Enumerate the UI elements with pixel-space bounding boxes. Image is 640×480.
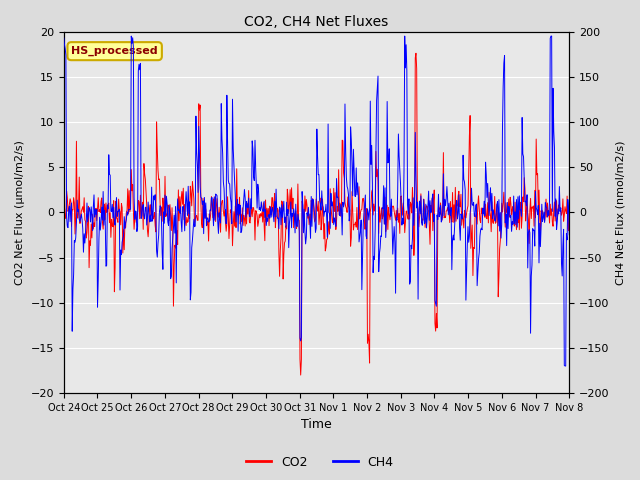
Y-axis label: CO2 Net Flux (μmol/m2/s): CO2 Net Flux (μmol/m2/s) <box>15 140 25 285</box>
X-axis label: Time: Time <box>301 419 332 432</box>
Y-axis label: CH4 Net Flux (nmol/m2/s): CH4 Net Flux (nmol/m2/s) <box>615 140 625 285</box>
Legend: CO2, CH4: CO2, CH4 <box>241 451 399 474</box>
Text: HS_processed: HS_processed <box>71 46 158 56</box>
Title: CO2, CH4 Net Fluxes: CO2, CH4 Net Fluxes <box>244 15 388 29</box>
